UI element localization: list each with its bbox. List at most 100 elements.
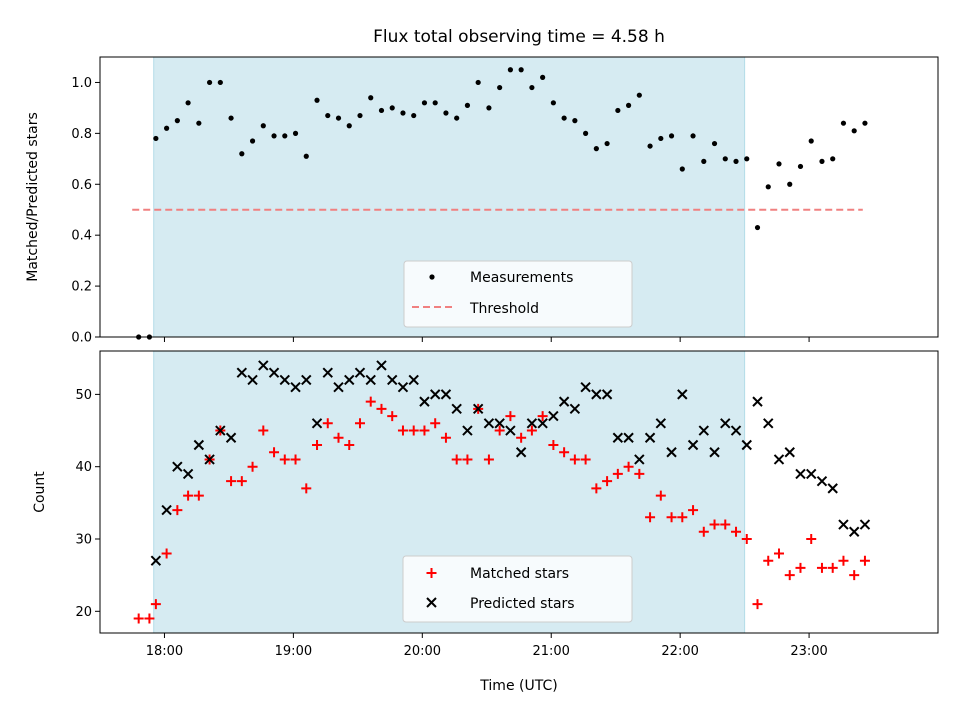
- point-matched-stars: [290, 454, 301, 465]
- point-measurements: [303, 153, 309, 159]
- point-matched-stars: [462, 454, 473, 465]
- point-predicted-stars: [236, 367, 248, 378]
- point-predicted-stars: [397, 381, 409, 393]
- legend-label-matched: Matched stars: [470, 566, 569, 582]
- legend-marker-measurements: [429, 274, 435, 280]
- point-predicted-stars: [677, 389, 688, 400]
- point-predicted-stars: [279, 374, 290, 386]
- point-matched-stars: [666, 512, 677, 523]
- x-tick-label: 23:00: [790, 644, 827, 659]
- point-measurements: [529, 84, 535, 91]
- point-predicted-stars: [730, 425, 742, 436]
- point-matched-stars: [247, 461, 258, 472]
- point-measurements: [400, 110, 406, 116]
- point-predicted-stars: [451, 403, 462, 415]
- point-predicted-stars: [816, 475, 828, 487]
- point-matched-stars: [183, 490, 194, 501]
- x-ticks-bottom: 18:00 19:00 20:00 21:00 22:00 23:00: [146, 633, 828, 659]
- point-predicted-stars: [161, 504, 172, 516]
- count-marks: [133, 360, 871, 624]
- point-measurements: [335, 115, 342, 121]
- point-predicted-stars: [558, 396, 570, 407]
- point-measurements: [722, 156, 728, 162]
- point-predicted-stars: [591, 389, 602, 400]
- point-predicted-stars: [666, 447, 677, 458]
- point-matched-stars: [150, 599, 161, 610]
- point-measurements: [174, 118, 180, 124]
- point-measurements: [776, 161, 782, 167]
- y-tick-label: 0.8: [71, 127, 92, 142]
- point-matched-stars: [494, 425, 505, 436]
- point-predicted-stars: [472, 403, 484, 415]
- point-matched-stars: [827, 562, 838, 573]
- point-measurements: [497, 84, 503, 91]
- point-predicted-stars: [150, 555, 162, 566]
- point-measurements: [744, 156, 750, 162]
- point-matched-stars: [133, 613, 144, 624]
- point-predicted-stars: [698, 425, 709, 436]
- point-matched-stars: [193, 490, 204, 501]
- point-matched-stars: [677, 512, 688, 523]
- x-tick-label: 22:00: [661, 644, 698, 659]
- y-axis-label-bottom: Count: [32, 471, 48, 513]
- point-matched-stars: [322, 418, 333, 429]
- axes-frame-top: [99, 56, 939, 338]
- point-measurements: [636, 92, 642, 98]
- point-matched-stars: [387, 411, 398, 422]
- point-matched-stars: [784, 570, 795, 581]
- y-ticks-top: 0.0 0.2 0.4 0.6 0.8 1.0: [71, 76, 100, 346]
- point-predicted-stars: [429, 389, 441, 400]
- point-matched-stars: [161, 548, 172, 559]
- point-matched-stars: [226, 476, 237, 487]
- point-measurements: [475, 79, 481, 86]
- point-matched-stars: [623, 461, 634, 472]
- legend-top: Measurements Threshold: [403, 260, 633, 328]
- point-matched-stars: [505, 411, 516, 422]
- point-predicted-stars: [548, 410, 559, 422]
- point-measurements: [711, 140, 718, 147]
- point-matched-stars: [430, 418, 441, 429]
- point-predicted-stars: [763, 418, 774, 429]
- point-measurements: [443, 110, 449, 116]
- x-tick-label: 20:00: [404, 644, 441, 659]
- point-measurements: [797, 163, 804, 170]
- point-matched-stars: [752, 599, 763, 610]
- point-matched-stars: [655, 490, 666, 501]
- point-matched-stars: [559, 447, 570, 458]
- point-matched-stars: [806, 534, 817, 544]
- point-measurements: [454, 115, 460, 121]
- point-predicted-stars: [515, 447, 527, 458]
- point-measurements: [346, 123, 352, 129]
- point-predicted-stars: [505, 425, 516, 436]
- point-predicted-stars: [419, 396, 430, 407]
- point-matched-stars: [548, 440, 559, 450]
- point-predicted-stars: [354, 367, 366, 378]
- point-measurements: [153, 135, 159, 142]
- point-matched-stars: [795, 562, 806, 573]
- point-predicted-stars: [344, 374, 355, 386]
- point-measurements: [658, 135, 664, 142]
- point-matched-stars: [236, 476, 247, 487]
- point-measurements: [368, 95, 374, 101]
- point-measurements: [690, 133, 696, 139]
- point-predicted-stars: [580, 381, 591, 393]
- point-measurements: [572, 118, 578, 124]
- point-matched-stars: [688, 505, 699, 516]
- point-predicted-stars: [537, 418, 548, 429]
- point-measurements: [249, 138, 256, 144]
- y-tick-label: 0.2: [71, 280, 92, 295]
- point-predicted-stars: [462, 425, 473, 436]
- x-tick-label: 19:00: [275, 644, 312, 659]
- point-predicted-stars: [795, 468, 806, 480]
- point-matched-stars: [354, 418, 365, 429]
- point-measurements: [550, 100, 556, 106]
- point-predicted-stars: [644, 432, 656, 443]
- axes-frame-bottom: [99, 350, 939, 634]
- point-matched-stars: [397, 425, 408, 436]
- point-matched-stars: [172, 505, 183, 516]
- point-matched-stars: [645, 512, 656, 523]
- point-measurements: [701, 158, 707, 164]
- legend-box-bottom: [402, 555, 633, 623]
- point-predicted-stars: [365, 374, 376, 386]
